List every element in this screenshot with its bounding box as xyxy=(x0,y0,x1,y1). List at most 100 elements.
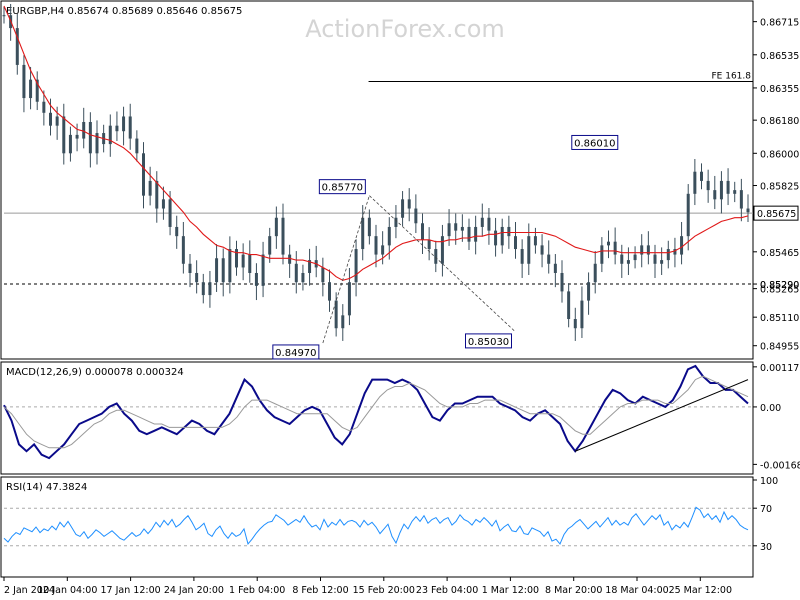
candle xyxy=(241,243,245,281)
candle xyxy=(700,163,703,190)
rsi-title: RSI(14) 47.3824 xyxy=(6,482,87,493)
candle xyxy=(254,263,258,301)
candle xyxy=(520,239,524,278)
y-tick-label: 30 xyxy=(760,542,772,553)
candle xyxy=(713,175,717,210)
swing-trend-line xyxy=(369,195,516,333)
candle xyxy=(274,206,278,249)
candle xyxy=(739,178,743,222)
candle xyxy=(440,224,444,277)
candle xyxy=(693,159,697,206)
price-annotation-label: 0.85770 xyxy=(322,183,363,194)
y-tick-label: 100 xyxy=(760,476,778,487)
y-tick-label: 0.85265 xyxy=(760,285,799,296)
x-tick-label: 18 Mar 04:00 xyxy=(605,585,668,596)
candle xyxy=(560,260,564,303)
price-panel xyxy=(0,0,754,360)
candle xyxy=(660,247,664,276)
macd-line xyxy=(3,364,749,460)
candle xyxy=(221,248,225,297)
candle xyxy=(607,230,610,259)
candle xyxy=(42,90,46,126)
price-annotation-box xyxy=(465,333,512,349)
candle xyxy=(593,251,597,294)
rsi-line xyxy=(3,506,749,545)
candle xyxy=(686,184,690,251)
candle xyxy=(354,239,358,297)
candle xyxy=(35,71,39,111)
y-tick-label: 0.85825 xyxy=(760,182,799,193)
candle xyxy=(626,247,630,276)
candle xyxy=(421,213,424,255)
candle xyxy=(733,181,737,203)
candle xyxy=(434,240,438,273)
price-annotation-box xyxy=(571,134,619,150)
candle xyxy=(719,171,723,214)
candle xyxy=(673,237,677,268)
y-tick-label: 0.85465 xyxy=(760,248,799,259)
fib-extension-label: FE 161.8 xyxy=(712,71,752,81)
candle xyxy=(2,6,6,24)
candle xyxy=(427,227,431,261)
candle xyxy=(22,55,26,113)
candle xyxy=(587,272,591,315)
y-tick-label: 0.001175 xyxy=(760,363,800,374)
candle xyxy=(328,269,331,312)
candle xyxy=(161,186,165,220)
price-annotation-label: 0.85030 xyxy=(468,337,509,348)
price-annotation-box xyxy=(272,344,320,360)
candle xyxy=(494,217,498,257)
candle xyxy=(128,103,132,150)
candle xyxy=(68,126,72,162)
candle xyxy=(88,112,92,168)
rsi-panel xyxy=(0,476,754,578)
candle xyxy=(474,215,478,255)
candle xyxy=(347,268,351,326)
candle xyxy=(215,244,219,292)
swing-trend-line xyxy=(322,195,370,344)
candle xyxy=(706,169,710,203)
candle xyxy=(547,240,551,274)
watermark: ActionForex.com xyxy=(305,15,505,43)
candle xyxy=(288,244,292,278)
candle xyxy=(514,221,517,259)
candle xyxy=(181,221,185,274)
candle xyxy=(467,218,471,250)
candle xyxy=(135,130,139,162)
x-tick-label: 23 Feb 04:00 xyxy=(416,585,478,596)
x-tick-label: 8 Feb 12:00 xyxy=(292,585,348,596)
candle xyxy=(633,246,637,269)
y-tick-label: 0.86000 xyxy=(760,149,799,160)
candle xyxy=(414,194,418,234)
y-tick-label: 70 xyxy=(760,504,772,515)
y-tick-label: 0.84955 xyxy=(760,342,799,353)
candle xyxy=(115,111,119,141)
candle xyxy=(500,218,504,254)
x-tick-label: 1 Mar 12:00 xyxy=(482,585,539,596)
candle xyxy=(201,273,205,304)
macd-title: MACD(12,26,9) 0.000078 0.000324 xyxy=(6,367,184,378)
candle xyxy=(248,240,252,283)
candle xyxy=(308,248,312,286)
candle xyxy=(620,244,624,278)
candle xyxy=(573,307,577,341)
candle xyxy=(281,203,285,265)
candle xyxy=(401,191,405,227)
y-tick-label: 0.85290 xyxy=(760,280,799,291)
x-tick-label: 8 Mar 20:00 xyxy=(545,585,602,596)
candle xyxy=(666,240,670,269)
candle xyxy=(487,207,491,245)
candle xyxy=(122,106,126,146)
macd-y-axis: 0.001175 0.00 -0.001685 xyxy=(753,363,800,471)
candle xyxy=(746,194,750,222)
candle xyxy=(95,120,99,165)
support-line-label: 0.85290 xyxy=(760,280,799,291)
candle xyxy=(726,168,730,206)
candle xyxy=(361,205,365,261)
x-tick-label: 10 Jan 04:00 xyxy=(37,585,97,596)
current-price-box xyxy=(753,205,799,221)
candle xyxy=(148,166,152,206)
